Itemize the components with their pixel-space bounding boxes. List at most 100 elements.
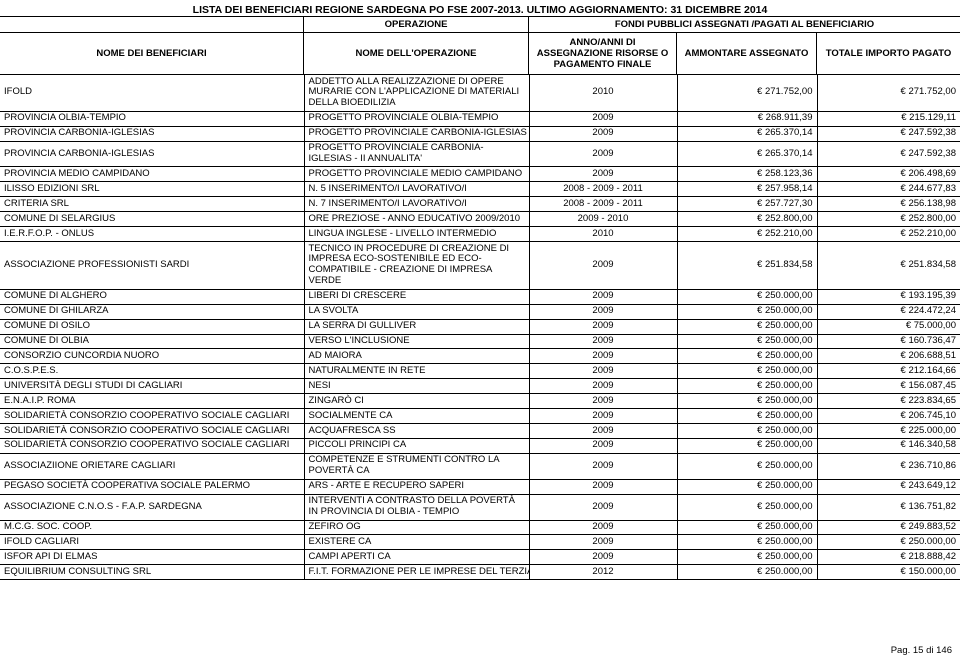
cell-operazione: NESI bbox=[304, 379, 529, 394]
cell-operazione: PICCOLI PRINCIPI CA bbox=[304, 438, 529, 453]
cell-operazione: ZEFIRO OG bbox=[304, 520, 529, 535]
table-row: IFOLD CAGLIARIEXISTERE CA2009€ 250.000,0… bbox=[0, 535, 960, 550]
table-row: M.C.G. SOC. COOP.ZEFIRO OG2009€ 250.000,… bbox=[0, 520, 960, 535]
table-row: SOLIDARIETÀ CONSORZIO COOPERATIVO SOCIAL… bbox=[0, 409, 960, 424]
cell-operazione: AD MAIORA bbox=[304, 349, 529, 364]
cell-operazione: NATURALMENTE IN RETE bbox=[304, 364, 529, 379]
cell-ammontare: € 251.834,58 bbox=[677, 242, 817, 290]
cell-operazione: COMPETENZE E STRUMENTI CONTRO LA POVERTÀ… bbox=[304, 453, 529, 479]
cell-totale: € 250.000,00 bbox=[817, 535, 960, 550]
cell-ammontare: € 252.210,00 bbox=[677, 227, 817, 242]
cell-operazione: INTERVENTI A CONTRASTO DELLA POVERTÀ IN … bbox=[304, 494, 529, 520]
cell-beneficiario: CRITERIA SRL bbox=[0, 197, 304, 212]
cell-ammontare: € 250.000,00 bbox=[677, 565, 817, 580]
cell-totale: € 252.210,00 bbox=[817, 227, 960, 242]
cell-ammontare: € 250.000,00 bbox=[677, 453, 817, 479]
cell-beneficiario: COMUNE DI OSILO bbox=[0, 319, 304, 334]
table-row: I.E.R.F.O.P. - ONLUSLINGUA INGLESE - LIV… bbox=[0, 227, 960, 242]
cell-beneficiario: ASSOCIAZIONE C.N.O.S - F.A.P. SARDEGNA bbox=[0, 494, 304, 520]
cell-totale: € 206.498,69 bbox=[817, 167, 960, 182]
cell-anno: 2009 bbox=[529, 394, 677, 409]
cell-anno: 2009 bbox=[529, 438, 677, 453]
cell-beneficiario: EQUILIBRIUM CONSULTING SRL bbox=[0, 565, 304, 580]
cell-operazione: PROGETTO PROVINCIALE MEDIO CAMPIDANO bbox=[304, 167, 529, 182]
cell-totale: € 218.888,42 bbox=[817, 550, 960, 565]
col-operazione: NOME DELL'OPERAZIONE bbox=[304, 33, 529, 74]
cell-ammontare: € 250.000,00 bbox=[677, 364, 817, 379]
col-group-fondi: FONDI PUBBLICI ASSEGNATI /PAGATI AL BENE… bbox=[529, 17, 960, 32]
cell-beneficiario: COMUNE DI GHILARZA bbox=[0, 304, 304, 319]
cell-operazione: LA SVOLTA bbox=[304, 304, 529, 319]
table-row: PEGASO SOCIETÀ COOPERATIVA SOCIALE PALER… bbox=[0, 479, 960, 494]
cell-anno: 2010 bbox=[529, 227, 677, 242]
cell-anno: 2010 bbox=[529, 75, 677, 111]
cell-operazione: LA SERRA DI GULLIVER bbox=[304, 319, 529, 334]
table-row: PROVINCIA CARBONIA-IGLESIASPROGETTO PROV… bbox=[0, 126, 960, 141]
cell-ammontare: € 265.370,14 bbox=[677, 126, 817, 141]
table-row: EQUILIBRIUM CONSULTING SRLF.I.T. FORMAZI… bbox=[0, 565, 960, 580]
cell-beneficiario: ASSOCIAZIIONE ORIETARE CAGLIARI bbox=[0, 453, 304, 479]
cell-totale: € 156.087,45 bbox=[817, 379, 960, 394]
cell-ammontare: € 250.000,00 bbox=[677, 550, 817, 565]
cell-operazione: ACQUAFRESCA SS bbox=[304, 424, 529, 439]
col-beneficiari: NOME DEI BENEFICIARI bbox=[0, 33, 304, 74]
cell-anno: 2009 bbox=[529, 453, 677, 479]
cell-totale: € 252.800,00 bbox=[817, 212, 960, 227]
table-row: COMUNE DI ALGHEROLIBERI DI CRESCERE2009€… bbox=[0, 289, 960, 304]
data-table: IFOLDADDETTO ALLA REALIZZAZIONE DI OPERE… bbox=[0, 75, 960, 580]
cell-totale: € 160.736,47 bbox=[817, 334, 960, 349]
cell-beneficiario: SOLIDARIETÀ CONSORZIO COOPERATIVO SOCIAL… bbox=[0, 438, 304, 453]
cell-totale: € 146.340,58 bbox=[817, 438, 960, 453]
cell-totale: € 256.138,98 bbox=[817, 197, 960, 212]
cell-operazione: ZINGARÒ CI bbox=[304, 394, 529, 409]
cell-ammontare: € 250.000,00 bbox=[677, 424, 817, 439]
cell-totale: € 251.834,58 bbox=[817, 242, 960, 290]
cell-anno: 2009 bbox=[529, 334, 677, 349]
cell-beneficiario: PEGASO SOCIETÀ COOPERATIVA SOCIALE PALER… bbox=[0, 479, 304, 494]
cell-operazione: LINGUA INGLESE - LIVELLO INTERMEDIO bbox=[304, 227, 529, 242]
cell-ammontare: € 271.752,00 bbox=[677, 75, 817, 111]
cell-anno: 2009 bbox=[529, 494, 677, 520]
cell-anno: 2009 bbox=[529, 167, 677, 182]
cell-totale: € 223.834,65 bbox=[817, 394, 960, 409]
cell-beneficiario: PROVINCIA MEDIO CAMPIDANO bbox=[0, 167, 304, 182]
cell-operazione: CAMPI APERTI CA bbox=[304, 550, 529, 565]
table-row: ASSOCIAZIONE C.N.O.S - F.A.P. SARDEGNAIN… bbox=[0, 494, 960, 520]
table-row: CRITERIA SRLN. 7 INSERIMENTO/I LAVORATIV… bbox=[0, 197, 960, 212]
cell-operazione: LIBERI DI CRESCERE bbox=[304, 289, 529, 304]
cell-beneficiario: E.N.A.I.P. ROMA bbox=[0, 394, 304, 409]
cell-ammontare: € 250.000,00 bbox=[677, 394, 817, 409]
table-row: CONSORZIO CUNCORDIA NUOROAD MAIORA2009€ … bbox=[0, 349, 960, 364]
cell-operazione: VERSO L'INCLUSIONE bbox=[304, 334, 529, 349]
cell-operazione: ARS - ARTE E RECUPERO SAPERI bbox=[304, 479, 529, 494]
table-row: UNIVERSITÀ DEGLI STUDI DI CAGLIARINESI20… bbox=[0, 379, 960, 394]
cell-ammontare: € 250.000,00 bbox=[677, 304, 817, 319]
cell-anno: 2009 bbox=[529, 304, 677, 319]
cell-beneficiario: UNIVERSITÀ DEGLI STUDI DI CAGLIARI bbox=[0, 379, 304, 394]
cell-totale: € 206.745,10 bbox=[817, 409, 960, 424]
cell-anno: 2009 bbox=[529, 141, 677, 167]
cell-anno: 2009 bbox=[529, 319, 677, 334]
cell-anno: 2009 bbox=[529, 242, 677, 290]
cell-totale: € 136.751,82 bbox=[817, 494, 960, 520]
cell-operazione: F.I.T. FORMAZIONE PER LE IMPRESE DEL TER… bbox=[304, 565, 529, 580]
cell-anno: 2009 bbox=[529, 111, 677, 126]
cell-ammontare: € 250.000,00 bbox=[677, 479, 817, 494]
cell-totale: € 150.000,00 bbox=[817, 565, 960, 580]
cell-beneficiario: I.E.R.F.O.P. - ONLUS bbox=[0, 227, 304, 242]
cell-anno: 2009 bbox=[529, 479, 677, 494]
header-row-operazione: OPERAZIONE FONDI PUBBLICI ASSEGNATI /PAG… bbox=[0, 16, 960, 33]
cell-beneficiario: SOLIDARIETÀ CONSORZIO COOPERATIVO SOCIAL… bbox=[0, 409, 304, 424]
cell-totale: € 193.195,39 bbox=[817, 289, 960, 304]
cell-totale: € 212.164,66 bbox=[817, 364, 960, 379]
cell-totale: € 271.752,00 bbox=[817, 75, 960, 111]
cell-anno: 2009 bbox=[529, 364, 677, 379]
cell-beneficiario: PROVINCIA CARBONIA-IGLESIAS bbox=[0, 126, 304, 141]
cell-ammontare: € 258.123,36 bbox=[677, 167, 817, 182]
cell-beneficiario: C.O.S.P.E.S. bbox=[0, 364, 304, 379]
cell-beneficiario: IFOLD CAGLIARI bbox=[0, 535, 304, 550]
cell-beneficiario: SOLIDARIETÀ CONSORZIO COOPERATIVO SOCIAL… bbox=[0, 424, 304, 439]
cell-ammontare: € 250.000,00 bbox=[677, 438, 817, 453]
table-row: SOLIDARIETÀ CONSORZIO COOPERATIVO SOCIAL… bbox=[0, 424, 960, 439]
table-row: ILISSO EDIZIONI SRLN. 5 INSERIMENTO/I LA… bbox=[0, 182, 960, 197]
